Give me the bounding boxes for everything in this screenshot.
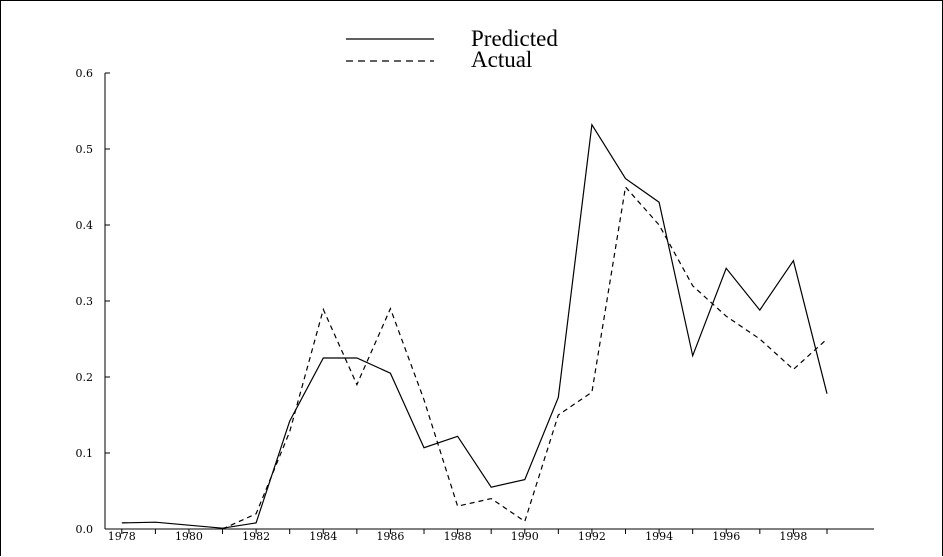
- y-tick-label: 0.4: [76, 219, 94, 232]
- series-line-actual: [222, 185, 828, 530]
- x-axis-ticks: 1978 1980 1982 1984 1986 1988 1990 1992 1994 1996…: [108, 529, 828, 543]
- x-tick-label: 1992: [578, 530, 606, 543]
- chart-axes: [104, 73, 874, 530]
- x-tick-label: 1980: [175, 530, 203, 543]
- x-tick-label: 1994: [645, 530, 673, 543]
- y-tick-label: 0.2: [76, 371, 94, 384]
- y-tick-label: 0.3: [76, 295, 94, 308]
- legend-label-actual: Actual: [471, 47, 532, 72]
- x-tick-label: 1988: [444, 530, 472, 543]
- y-axis-ticks: 0.0 0.1 0.2 0.3 0.4 0.5 0.6: [76, 67, 110, 536]
- x-tick-label: 1998: [779, 530, 807, 543]
- y-tick-label: 0.0: [76, 523, 94, 536]
- x-tick-label: 1986: [376, 530, 404, 543]
- x-tick-label: 1996: [712, 530, 740, 543]
- legend: Predicted Actual: [346, 26, 558, 72]
- y-tick-label: 0.5: [76, 143, 94, 156]
- y-tick-label: 0.1: [76, 447, 94, 460]
- legend-label-predicted: Predicted: [471, 26, 558, 51]
- series-layer: [121, 122, 828, 530]
- y-tick-label: 0.6: [76, 67, 94, 80]
- series-line-predicted: [121, 122, 828, 529]
- x-tick-label: 1990: [511, 530, 539, 543]
- x-tick-label: 1982: [242, 530, 270, 543]
- x-tick-label: 1984: [309, 530, 337, 543]
- x-tick-label: 1978: [108, 530, 136, 543]
